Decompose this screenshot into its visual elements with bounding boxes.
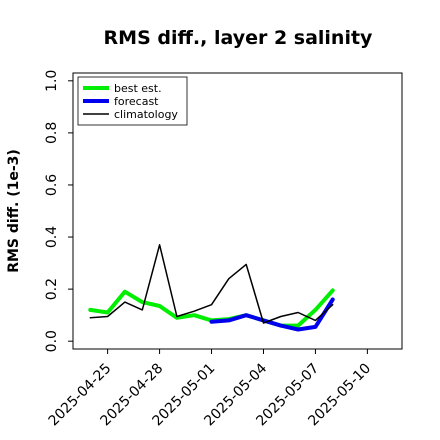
series-line-climatology (89, 244, 334, 324)
chart-title: RMS diff., layer 2 salinity (104, 27, 374, 49)
y-tick-label: 0.6 (44, 174, 60, 196)
y-tick-label: 0.2 (44, 278, 60, 300)
series-line-forecast (209, 297, 335, 332)
plot-frame (72, 72, 403, 350)
legend-label: best est. (114, 82, 162, 95)
y-tick-label: 0.0 (44, 330, 60, 352)
y-tick-label: 0.8 (44, 122, 60, 144)
y-tick-label: 1.0 (44, 70, 60, 92)
legend-label: climatology (114, 108, 178, 121)
y-axis-label: RMS diff. (1e-3) (6, 149, 22, 273)
y-tick-label: 0.4 (44, 226, 60, 248)
legend-label: forecast (114, 95, 159, 108)
